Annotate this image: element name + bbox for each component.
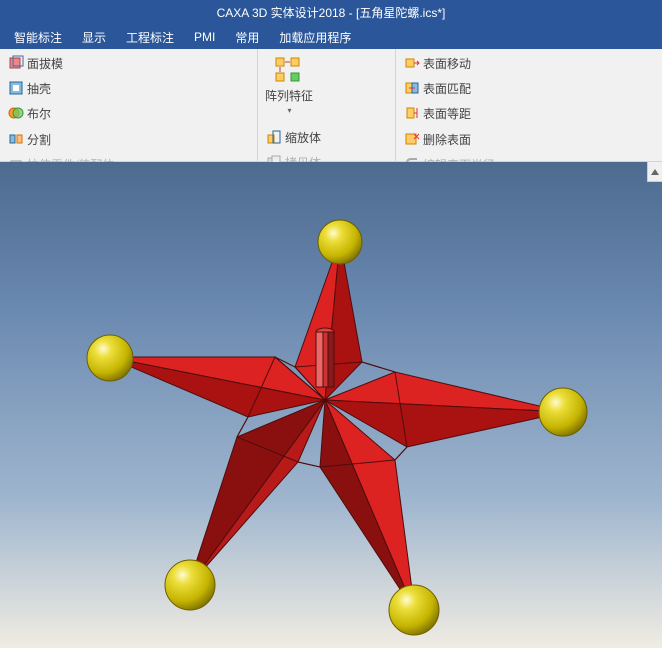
- face-match-label: 表面匹配: [423, 80, 471, 97]
- app-title: CAXA 3D 实体设计2018 - [五角星陀螺.ics*]: [217, 4, 446, 21]
- bool-button[interactable]: 布尔: [5, 101, 252, 125]
- array-feature-icon: [273, 55, 305, 87]
- menu-common[interactable]: 常用: [225, 25, 269, 50]
- split-icon: [8, 131, 24, 147]
- menu-bar: 智能标注 显示 工程标注 PMI 常用 加载应用程序: [0, 25, 662, 49]
- menu-load-app[interactable]: 加载应用程序: [269, 25, 361, 50]
- face-move-label: 表面移动: [423, 55, 471, 72]
- shell-label: 抽壳: [27, 80, 51, 97]
- face-draft-button[interactable]: 面拔模: [5, 51, 252, 75]
- face-match-button[interactable]: 表面匹配: [401, 76, 657, 100]
- menu-pmi[interactable]: PMI: [184, 26, 225, 48]
- bool-label: 布尔: [27, 105, 51, 122]
- menu-annotate[interactable]: 智能标注: [4, 25, 72, 50]
- face-offset-button[interactable]: 表面等距: [401, 101, 657, 125]
- bool-icon: [8, 105, 24, 121]
- scale-label: 缩放体: [285, 129, 321, 146]
- delete-face-button[interactable]: 删除表面: [401, 127, 657, 151]
- ribbon: 面拔模 抽壳 布尔 分割 拉伸零件/装配体: [0, 49, 662, 162]
- scale-button[interactable]: 缩放体: [263, 125, 390, 149]
- group-direct-edit: 表面移动 表面匹配 表面等距 删除表面 编辑表面半径: [396, 49, 662, 161]
- shell-icon: [8, 80, 24, 96]
- face-offset-icon: [404, 105, 420, 121]
- menu-eng-annot[interactable]: 工程标注: [116, 25, 184, 50]
- split-button[interactable]: 分割: [5, 127, 252, 151]
- delete-face-icon: [404, 131, 420, 147]
- dropdown-icon: ▾: [287, 106, 291, 115]
- group-transform: 阵列特征 ▾ 缩放体 拷贝体 镜像特征▾ 变换: [258, 49, 396, 161]
- menu-display[interactable]: 显示: [72, 25, 116, 50]
- face-move-icon: [404, 55, 420, 71]
- face-move-button[interactable]: 表面移动: [401, 51, 657, 75]
- model-star-top: [0, 162, 662, 648]
- group-modify: 面拔模 抽壳 布尔 分割 拉伸零件/装配体: [0, 49, 258, 161]
- split-label: 分割: [27, 131, 51, 148]
- array-feature-label: 阵列特征: [265, 90, 313, 103]
- delete-face-label: 删除表面: [423, 131, 471, 148]
- viewport-3d[interactable]: [0, 162, 662, 648]
- face-offset-label: 表面等距: [423, 105, 471, 122]
- face-draft-label: 面拔模: [27, 55, 63, 72]
- array-feature-button[interactable]: 阵列特征 ▾: [263, 51, 315, 123]
- scale-icon: [266, 129, 282, 145]
- face-match-icon: [404, 80, 420, 96]
- face-draft-icon: [8, 55, 24, 71]
- title-bar: CAXA 3D 实体设计2018 - [五角星陀螺.ics*]: [0, 0, 662, 25]
- shell-button[interactable]: 抽壳: [5, 76, 252, 100]
